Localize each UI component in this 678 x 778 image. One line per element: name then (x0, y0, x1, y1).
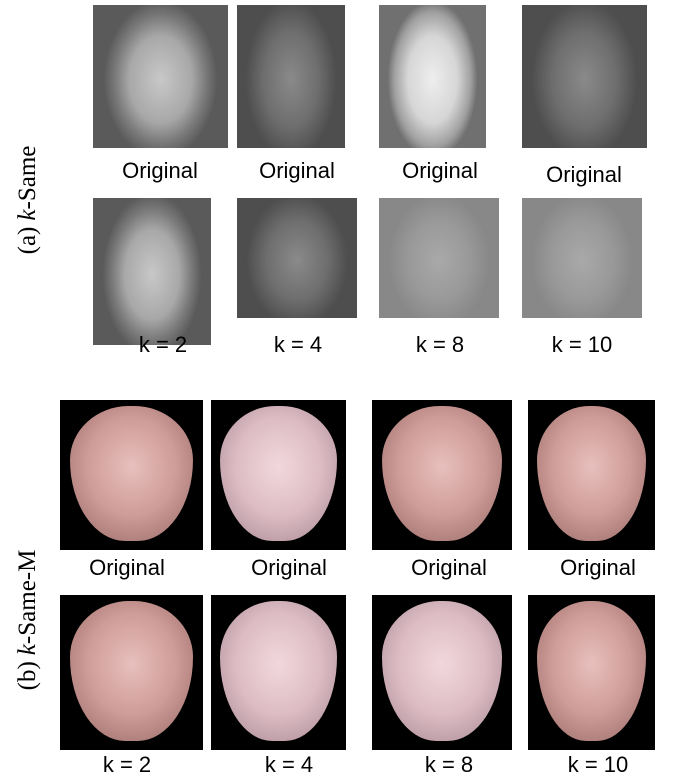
face-image (372, 400, 512, 550)
face-image (522, 198, 642, 318)
caption: k = 8 (415, 332, 465, 357)
caption: k = 2 (102, 752, 152, 777)
caption: Original (89, 555, 165, 580)
caption: Original (411, 555, 487, 580)
panel-suffix: -Same (14, 145, 41, 210)
panel-k: k (14, 209, 41, 221)
caption: Original (402, 158, 478, 183)
face-image (60, 400, 203, 550)
panel-prefix: (a) (14, 226, 41, 255)
caption: k = 10 (567, 752, 629, 777)
face-image (237, 5, 345, 148)
caption: Original (251, 555, 327, 580)
face-image (522, 5, 647, 148)
face-image (93, 198, 211, 345)
panel-suffix: -Same-M (14, 549, 41, 645)
panel-label: (a) k-Same (14, 146, 42, 255)
caption: Original (560, 555, 636, 580)
panel-label: (b) k-Same-M (14, 550, 42, 691)
caption: k = 4 (273, 332, 323, 357)
panel-prefix: (b) (14, 661, 41, 691)
face-image (528, 595, 655, 750)
panel-k: k (14, 644, 41, 656)
face-image (379, 198, 499, 318)
face-image (211, 400, 346, 550)
face-image (379, 5, 486, 148)
caption: k = 10 (551, 332, 613, 357)
face-image (237, 198, 357, 318)
caption: Original (259, 158, 335, 183)
caption: Original (122, 158, 198, 183)
caption: k = 8 (424, 752, 474, 777)
face-image (528, 400, 655, 550)
face-image (93, 5, 228, 148)
face-image (372, 595, 512, 750)
face-image (60, 595, 203, 750)
caption: k = 4 (264, 752, 314, 777)
face-image (211, 595, 346, 750)
caption: k = 2 (138, 332, 188, 357)
caption: Original (546, 162, 622, 187)
